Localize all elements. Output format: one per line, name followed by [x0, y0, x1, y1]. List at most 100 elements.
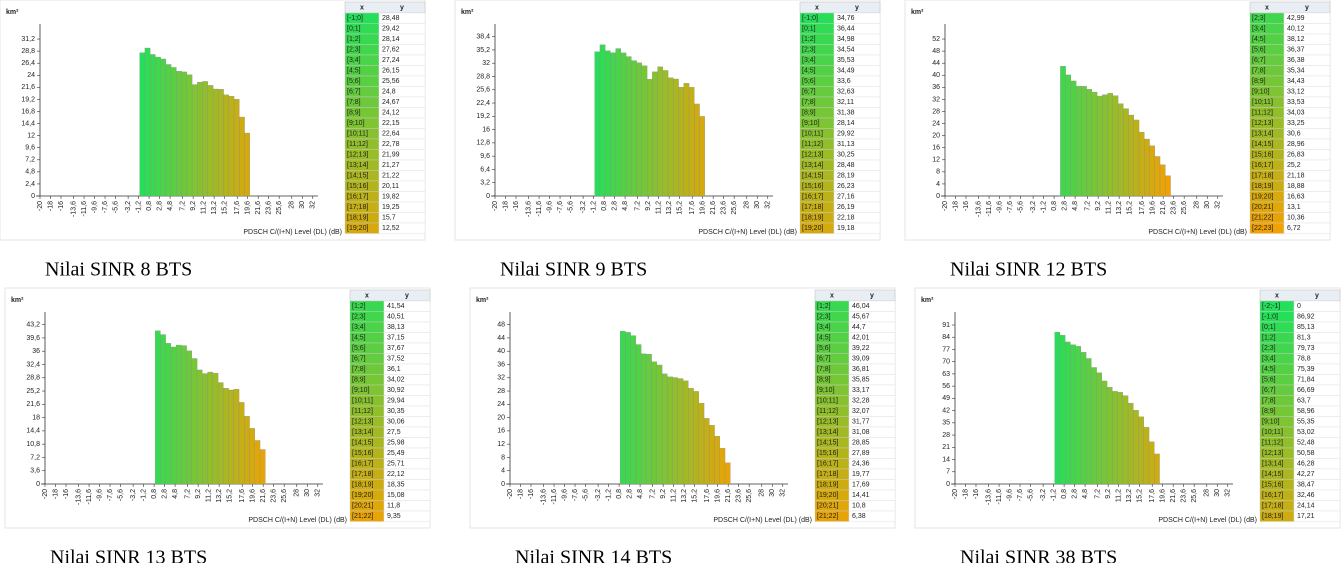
- x-tick-label: -5,6: [1027, 489, 1034, 501]
- bar: [688, 87, 695, 197]
- y-tick-label: 12: [497, 441, 505, 448]
- x-tick-label: -5,6: [582, 489, 589, 501]
- x-tick-label: -13,6: [985, 489, 992, 505]
- table-y: 24,14: [1297, 503, 1315, 510]
- x-tick-label: -9,6: [1006, 489, 1013, 501]
- caption: Nilai SINR 12 BTS: [950, 259, 1107, 281]
- table-y: 25,56: [382, 78, 400, 85]
- x-tick-label: 25,6: [746, 489, 753, 503]
- table-x: [4;5]: [802, 68, 816, 75]
- bar: [1154, 453, 1160, 485]
- bar: [699, 116, 705, 197]
- table-x: [10;11]: [802, 131, 823, 138]
- x-tick-label: -5,6: [117, 489, 124, 501]
- table-y: 17,21: [1297, 513, 1315, 520]
- x-tick-label: 11,2: [655, 201, 662, 214]
- table-x: [6;7]: [817, 356, 831, 363]
- table-header-y: y: [405, 292, 409, 299]
- x-tick-label: -11,6: [986, 201, 993, 217]
- bar: [186, 74, 193, 197]
- chart: km² 0 3,2 6,4 9,6 12,8 16 19,2 22,4 25,6 28,8 32 35,…: [454, 0, 881, 281]
- bar: [1096, 95, 1103, 197]
- y-tick-label: 63: [942, 371, 950, 378]
- table-y: 35,53: [837, 57, 855, 64]
- table-x: [3;4]: [352, 324, 366, 331]
- y-tick-label: 3,6: [30, 468, 40, 475]
- x-tick-label: 32: [1215, 201, 1222, 209]
- table-x: [17;18]: [347, 204, 368, 211]
- table-x: [11;12]: [1262, 440, 1283, 447]
- table-y: 16,63: [1287, 194, 1305, 201]
- x-tick-label: -5,6: [1017, 201, 1024, 213]
- table-x: [16;17]: [1252, 162, 1273, 169]
- bar: [259, 449, 266, 485]
- x-tick-label: 21,6: [260, 489, 267, 503]
- x-tick-label: 23,6: [1181, 489, 1188, 503]
- x-axis-label: PDSCH C/(I+N) Level (DL) (dB): [713, 517, 812, 524]
- table-x: [1;2]: [817, 303, 831, 310]
- bar: [228, 389, 234, 485]
- x-tick-label: 19,6: [245, 201, 252, 215]
- table-x: [8;9]: [802, 110, 816, 117]
- y-tick-label: 4: [936, 181, 940, 188]
- table-header-y: y: [870, 292, 874, 299]
- y-tick-label: 16: [482, 126, 490, 133]
- table-y: 12,52: [382, 225, 400, 232]
- y-tick-label: 35: [942, 420, 950, 427]
- y-tick-label: 7,2: [25, 157, 35, 164]
- x-tick-label: 4,8: [1072, 201, 1079, 211]
- bar: [652, 71, 658, 197]
- table-y: 38,13: [387, 324, 405, 331]
- bar: [719, 447, 726, 485]
- y-tick-label: 0: [501, 481, 505, 488]
- table-y: 30,92: [387, 387, 405, 394]
- bar: [673, 78, 679, 197]
- bar: [176, 71, 182, 197]
- x-tick-label: -20: [37, 201, 44, 211]
- bar: [640, 353, 647, 485]
- bar: [641, 65, 648, 197]
- y-tick-label: 22,4: [476, 100, 490, 107]
- table-header-x: x: [830, 292, 834, 299]
- x-tick-label: 0,8: [601, 201, 608, 211]
- y-tick-label: 36: [932, 84, 940, 91]
- y-tick-label: 18: [32, 414, 40, 421]
- x-tick-label: 25,6: [731, 201, 738, 215]
- y-tick-label: 12: [932, 157, 940, 164]
- x-axis-label: PDSCH C/(I+N) Level (DL) (dB): [248, 517, 347, 524]
- x-tick-label: 9,2: [645, 201, 652, 211]
- table-y: 25,2: [1287, 162, 1301, 169]
- table-x: [7;8]: [347, 99, 361, 106]
- table-x: [16;17]: [352, 461, 373, 468]
- y-tick-label: 9,6: [480, 153, 490, 160]
- bar: [139, 52, 146, 197]
- bar: [244, 416, 250, 485]
- table-x: [7;8]: [817, 366, 831, 373]
- table-header: [344, 1, 426, 14]
- table-x: [8;9]: [352, 377, 366, 384]
- table-y: 24,12: [382, 110, 400, 117]
- table-x: [17;18]: [817, 471, 838, 478]
- table-y: 37,52: [387, 356, 405, 363]
- x-tick-label: 30: [1204, 201, 1211, 209]
- bar: [181, 71, 188, 197]
- table-y: 34,49: [837, 68, 855, 75]
- x-tick-label: 9,2: [660, 489, 667, 499]
- x-tick-label: -7,6: [102, 201, 109, 213]
- bar: [678, 86, 684, 197]
- bar: [1070, 344, 1076, 485]
- y-tick-label: 25,2: [26, 388, 40, 395]
- bar: [599, 44, 606, 197]
- table-header: [799, 1, 881, 14]
- bar: [150, 54, 156, 197]
- table-x: [13;14]: [817, 429, 838, 436]
- table-y: 31,13: [837, 141, 855, 148]
- table-x: [9;10]: [1252, 89, 1270, 96]
- table-y: 25,71: [387, 461, 405, 468]
- table-y-cell: [833, 222, 881, 234]
- x-tick-label: 32: [315, 489, 322, 497]
- x-tick-label: 30: [754, 201, 761, 209]
- table-x: [12;13]: [817, 419, 838, 426]
- table-y: 26,23: [837, 183, 855, 190]
- table-y: 28,96: [1287, 141, 1305, 148]
